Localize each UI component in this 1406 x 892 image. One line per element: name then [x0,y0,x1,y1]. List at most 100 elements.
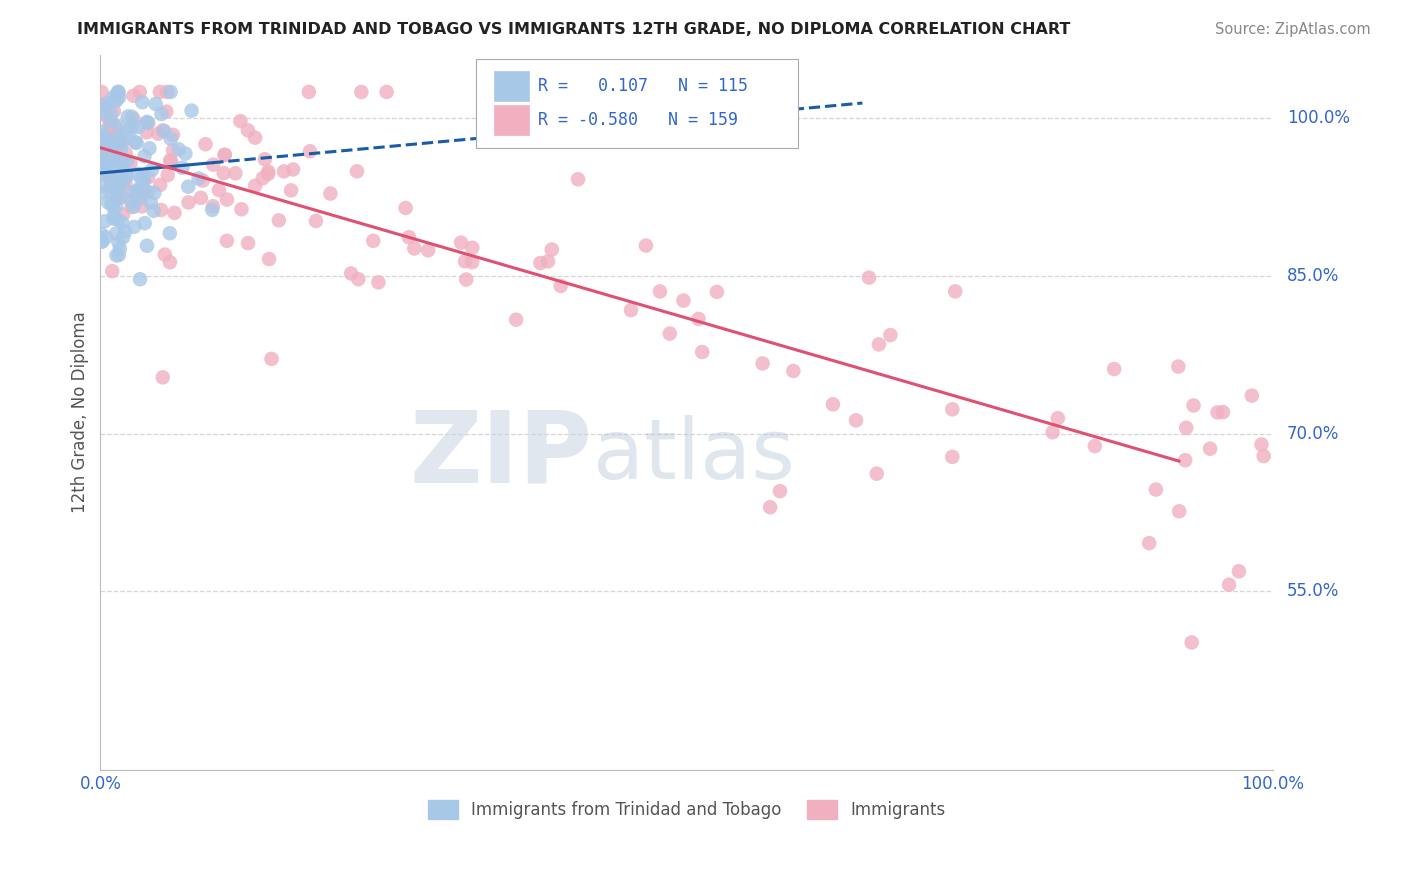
Point [1199,442,1222,456]
Point [367,276,389,290]
Point [159,255,181,269]
Point [105,152,128,166]
Point [136,238,159,252]
Point [159,132,181,146]
Point [505,312,527,326]
Point [97,142,120,156]
Point [117,185,139,199]
Point [461,255,484,269]
Point [103,211,125,226]
Point [103,153,125,168]
Point [98,155,121,169]
Point [127,184,149,198]
Point [125,136,148,150]
Point [253,153,276,167]
Point [90,106,112,120]
Point [101,90,124,104]
Point [658,326,681,341]
Point [416,244,439,258]
Point [1218,578,1240,592]
Point [456,272,478,286]
Y-axis label: 12th Grade, No Diploma: 12th Grade, No Diploma [72,311,89,514]
Point [224,166,246,180]
Point [191,173,214,187]
Point [100,119,122,133]
Point [298,145,321,159]
Point [98,184,121,198]
Point [273,164,295,178]
Point [122,88,145,103]
Point [105,150,128,164]
Point [100,165,122,179]
Point [257,252,280,266]
Point [350,85,373,99]
Point [404,242,426,256]
Point [136,116,159,130]
Point [1084,439,1107,453]
Point [104,227,127,241]
Point [866,467,889,481]
Point [131,199,153,213]
Point [156,85,179,99]
Point [141,162,163,177]
Point [1168,504,1191,518]
Point [943,285,966,299]
Point [103,170,125,185]
Point [96,230,118,244]
Point [252,171,274,186]
Point [91,186,114,200]
Point [214,148,236,162]
Point [100,197,122,211]
Legend: Immigrants from Trinidad and Tobago, Immigrants: Immigrants from Trinidad and Tobago, Imm… [422,793,952,826]
Point [105,182,128,196]
Point [100,114,122,128]
Point [150,107,173,121]
Point [105,149,128,163]
Point [454,254,477,268]
FancyBboxPatch shape [495,70,530,101]
Point [91,100,114,114]
Point [107,85,129,99]
Point [122,112,145,127]
Point [104,119,127,133]
Point [96,145,118,160]
Point [567,172,589,186]
Point [105,199,128,213]
Point [128,85,150,99]
Point [105,248,128,262]
Point [550,279,572,293]
Point [105,93,128,107]
Point [98,167,121,181]
Point [90,167,112,181]
Point [104,128,127,142]
Point [98,148,121,162]
Point [129,171,152,186]
Point [100,177,122,191]
Point [1137,536,1160,550]
Point [648,285,671,299]
Point [1212,405,1234,419]
Point [529,256,551,270]
Point [115,153,138,168]
Point [118,125,141,139]
Point [90,235,112,249]
Point [159,85,181,99]
Point [821,397,844,411]
Point [187,171,209,186]
Point [93,154,115,169]
Point [160,154,183,169]
Point [90,227,112,242]
Point [105,192,128,206]
Point [1144,483,1167,497]
Point [111,216,134,230]
Point [1167,359,1189,374]
Point [131,187,153,202]
FancyBboxPatch shape [495,105,530,136]
Point [347,272,370,286]
Point [153,124,176,138]
Point [201,202,224,217]
Point [136,170,159,185]
Point [96,96,118,111]
Point [153,247,176,261]
Point [142,203,165,218]
